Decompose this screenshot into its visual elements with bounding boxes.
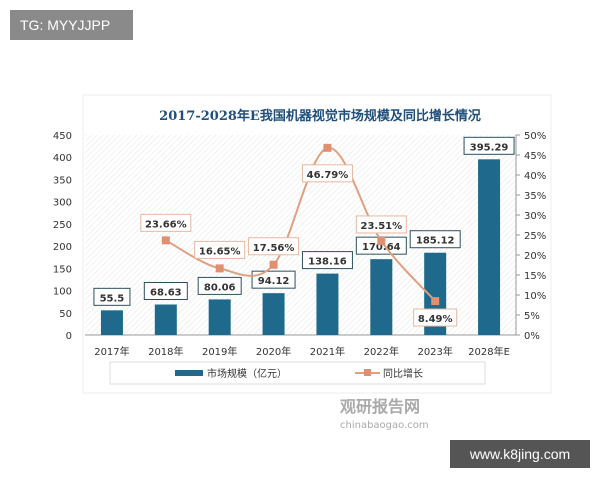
growth-label: 8.49% — [418, 314, 453, 325]
chart-title: 2017-2028年E我国机器视觉市场规模及同比增长情况 — [159, 108, 481, 124]
left-tick-label: 150 — [53, 264, 72, 275]
growth-label: 17.56% — [253, 243, 295, 254]
bar-label-box — [251, 270, 296, 289]
logo-watermark-cn: 观研报告网 — [340, 397, 420, 416]
growth-label-box — [248, 237, 300, 256]
bar — [478, 159, 501, 335]
logo-watermark-url: chinabaogao.com — [340, 420, 429, 431]
growth-label: 46.79% — [307, 170, 349, 181]
bar — [262, 293, 285, 335]
bar-label-box — [197, 276, 242, 295]
right-tick-label: 5% — [524, 311, 540, 322]
bar — [100, 310, 123, 335]
right-tick-label: 15% — [524, 271, 546, 282]
growth-label: 23.51% — [360, 221, 402, 232]
growth-label-box — [140, 213, 192, 232]
growth-label-box — [413, 308, 458, 327]
bar-label: 55.5 — [100, 293, 125, 304]
growth-label: 23.66% — [145, 219, 187, 230]
bar-label: 395.29 — [470, 142, 509, 153]
right-tick-label: 40% — [524, 171, 546, 182]
left-tick-label: 350 — [53, 175, 72, 186]
growth-label-box — [301, 164, 353, 183]
growth-marker — [269, 260, 278, 269]
left-tick-label: 0 — [66, 331, 72, 342]
bar — [370, 259, 393, 335]
growth-marker — [377, 236, 386, 245]
x-tick-label: 2028年E — [468, 345, 510, 358]
bar-label: 138.16 — [308, 257, 347, 268]
legend-bar-label: 市场规模（亿元） — [207, 367, 287, 380]
left-tick-label: 200 — [53, 242, 72, 253]
x-tick-label: 2020年 — [256, 345, 291, 358]
bar-label-box — [301, 251, 353, 270]
growth-label: 16.65% — [199, 246, 241, 257]
right-tick-label: 50% — [524, 131, 546, 142]
left-tick-label: 300 — [53, 198, 72, 209]
bar-label-box — [93, 287, 131, 306]
bar-label: 94.12 — [258, 276, 290, 287]
watermark-top-left: TG: MYYJJPP — [10, 10, 133, 40]
left-tick-label: 100 — [53, 287, 72, 298]
bar — [316, 273, 339, 335]
left-tick-label: 250 — [53, 220, 72, 231]
x-tick-label: 2017年 — [94, 345, 129, 358]
bar-label-box — [463, 136, 515, 155]
legend-bar-swatch — [175, 370, 203, 376]
bar-label: 170.64 — [362, 242, 401, 253]
growth-marker — [161, 236, 170, 245]
growth-label-box — [355, 215, 407, 234]
growth-marker — [215, 264, 224, 273]
bar-label-box — [409, 230, 461, 249]
bar-label: 80.06 — [204, 282, 236, 293]
bar — [208, 299, 231, 335]
bar-label-box — [143, 281, 188, 300]
bar-label: 68.63 — [150, 287, 182, 298]
right-tick-label: 30% — [524, 211, 546, 222]
x-tick-label: 2023年 — [417, 345, 452, 358]
legend-line-label: 同比增长 — [383, 367, 423, 380]
right-tick-label: 45% — [524, 151, 546, 162]
left-tick-label: 50 — [59, 309, 72, 320]
right-tick-label: 35% — [524, 191, 546, 202]
x-tick-label: 2022年 — [364, 345, 399, 358]
right-tick-label: 0% — [524, 331, 540, 342]
left-tick-label: 400 — [53, 153, 72, 164]
legend-line-marker — [364, 369, 371, 376]
legend — [109, 361, 486, 385]
x-tick-label: 2018年 — [148, 345, 183, 358]
growth-marker — [323, 143, 332, 152]
x-tick-label: 2019年 — [202, 345, 237, 358]
growth-marker — [431, 297, 440, 306]
bar-label: 185.12 — [416, 236, 455, 247]
bar — [154, 304, 177, 335]
right-tick-label: 10% — [524, 291, 546, 302]
x-tick-label: 2021年 — [310, 345, 345, 358]
watermark-bottom-right: www.k8jing.com — [450, 440, 590, 468]
growth-label-box — [194, 240, 246, 259]
right-tick-label: 20% — [524, 251, 546, 262]
right-tick-label: 25% — [524, 231, 546, 242]
left-tick-label: 450 — [53, 131, 72, 142]
